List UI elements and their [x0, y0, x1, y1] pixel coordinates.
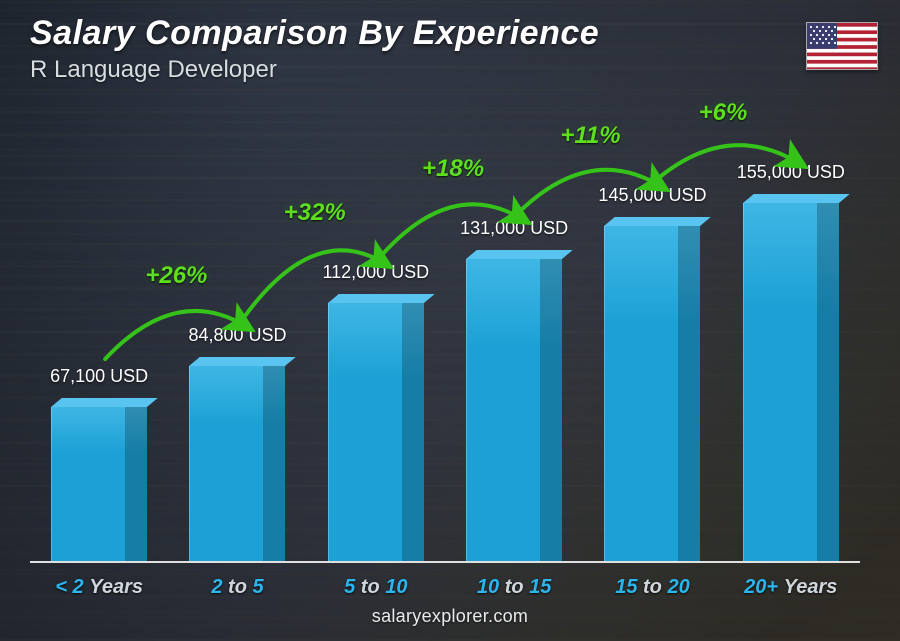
bar — [604, 226, 700, 563]
bar-top-face — [51, 398, 158, 407]
delta-label: +32% — [284, 199, 346, 227]
bar-chart: 67,100 USD< 2 Years84,800 USD2 to 5112,0… — [30, 103, 860, 563]
bar-value-label: 145,000 USD — [598, 185, 706, 206]
bar-top-face — [466, 250, 573, 259]
delta-label: +26% — [145, 262, 207, 290]
bar-value-label: 131,000 USD — [460, 218, 568, 239]
bar-category-label: 5 to 10 — [344, 576, 407, 599]
bar-top-face — [604, 217, 711, 226]
bar-slot: 67,100 USD< 2 Years — [40, 103, 158, 563]
bar-category-label: 10 to 15 — [477, 576, 552, 599]
bar-slot: 145,000 USD15 to 20 — [593, 103, 711, 563]
bar-slot: 112,000 USD5 to 10 — [317, 103, 435, 563]
bar-value-label: 112,000 USD — [322, 262, 429, 283]
footer-attribution: salaryexplorer.com — [0, 606, 900, 627]
bar-category-label: 20+ Years — [744, 576, 837, 599]
bar — [189, 366, 285, 563]
bar-front — [189, 366, 285, 563]
baseline-rule — [30, 561, 860, 563]
bar-front — [743, 203, 839, 563]
bar — [328, 303, 424, 563]
chart-title: Salary Comparison By Experience — [30, 14, 599, 53]
bar-front — [328, 303, 424, 563]
bar-front — [51, 407, 147, 563]
bar-value-label: 84,800 USD — [188, 325, 286, 346]
bar-value-label: 155,000 USD — [737, 162, 845, 183]
delta-label: +11% — [560, 122, 620, 150]
infographic-stage: Salary Comparison By Experience R Langua… — [0, 0, 900, 641]
bar-front — [604, 226, 700, 563]
bar-category-label: < 2 Years — [55, 576, 143, 599]
bar — [51, 407, 147, 563]
bar-front — [466, 259, 562, 563]
delta-label: +18% — [422, 155, 484, 183]
bar-top-face — [189, 357, 296, 366]
chart-subtitle: R Language Developer — [30, 56, 277, 84]
bar — [466, 259, 562, 563]
delta-label: +6% — [699, 99, 748, 127]
bar-slot: 84,800 USD2 to 5 — [178, 103, 296, 563]
bar-top-face — [743, 194, 850, 203]
bar — [743, 203, 839, 563]
bar-category-label: 2 to 5 — [211, 576, 263, 599]
bar-top-face — [328, 294, 435, 303]
bar-slot: 155,000 USD20+ Years — [732, 103, 850, 563]
bar-value-label: 67,100 USD — [50, 366, 148, 387]
bar-category-label: 15 to 20 — [615, 576, 690, 599]
flag-icon — [806, 22, 878, 70]
